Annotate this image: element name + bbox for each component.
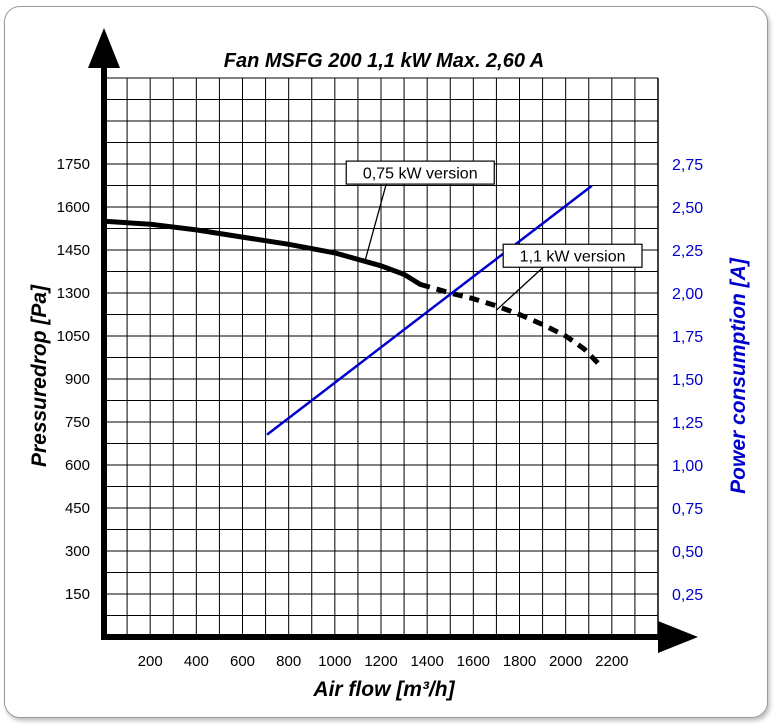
x-tick-label: 800 xyxy=(276,653,301,670)
y-tick-label: 900 xyxy=(65,371,90,388)
y2-tick-label: 0,50 xyxy=(672,544,703,561)
x-axis-title: Air flow [m³/h] xyxy=(312,678,455,701)
y-tick-label: 750 xyxy=(65,414,90,431)
x-tick-label: 1600 xyxy=(457,653,490,670)
annotation-leader-0 xyxy=(364,183,387,262)
x-tick-label: 2000 xyxy=(549,653,582,670)
annotation-label-0: 0,75 kW version xyxy=(363,166,478,183)
y-tick-label: 1600 xyxy=(57,199,90,216)
y-axis-arrow xyxy=(88,28,120,68)
y-tick-label: 1300 xyxy=(57,285,90,302)
chart-frame xyxy=(4,6,768,718)
y2-tick-label: 1,00 xyxy=(672,458,703,475)
y-tick-label: 150 xyxy=(65,586,90,603)
y2-tick-label: 1,50 xyxy=(672,372,703,389)
tick-labels: 200 400 600 800 1000 1200 1400 1600 1800 2000 2200… xyxy=(57,156,704,670)
y-axis-title: Pressuredrop [Pa] xyxy=(28,284,51,467)
power-consumption-line xyxy=(266,185,593,436)
axes xyxy=(88,28,698,653)
y2-tick-label: 2,50 xyxy=(672,200,703,217)
grid xyxy=(104,77,659,637)
x-tick-label: 200 xyxy=(138,653,163,670)
annotation-box-1 xyxy=(502,243,643,268)
curve-1-1kw xyxy=(419,281,600,365)
x-tick-label: 2200 xyxy=(595,653,628,670)
annotation-label-1: 1,1 kW version xyxy=(520,249,626,266)
annotation-box-0 xyxy=(345,160,495,185)
x-tick-label: 400 xyxy=(184,653,209,670)
x-tick-label: 1800 xyxy=(503,653,536,670)
y-tick-label: 300 xyxy=(65,543,90,560)
y2-tick-label: 1,75 xyxy=(672,329,703,346)
chart-title: Fan MSFG 200 1,1 kW Max. 2,60 A xyxy=(224,50,545,72)
x-tick-label: 1000 xyxy=(318,653,351,670)
y2-tick-label: 0,75 xyxy=(672,501,703,518)
x-tick-label: 1200 xyxy=(364,653,397,670)
curve-0-75kw xyxy=(101,218,423,287)
x-tick-label: 1400 xyxy=(410,653,443,670)
y2-tick-label: 1,25 xyxy=(672,415,703,432)
x-tick-label: 600 xyxy=(230,653,255,670)
y2-tick-label: 0,25 xyxy=(672,587,703,604)
y-tick-label: 1050 xyxy=(57,328,90,345)
y-tick-label: 1750 xyxy=(57,156,90,173)
y2-tick-label: 2,25 xyxy=(672,243,703,260)
y-tick-label: 1450 xyxy=(57,242,90,259)
y2-axis-title: Power consumption [A] xyxy=(727,257,750,494)
y2-tick-label: 2,75 xyxy=(672,157,703,174)
y2-tick-label: 2,00 xyxy=(672,286,703,303)
y-tick-label: 600 xyxy=(65,457,90,474)
y-tick-label: 450 xyxy=(65,500,90,517)
annotations: 0,75 kW version 1,1 kW version xyxy=(345,160,643,311)
series-layer xyxy=(101,185,600,436)
x-axis-arrow xyxy=(658,621,698,653)
annotation-leader-1 xyxy=(495,266,544,311)
